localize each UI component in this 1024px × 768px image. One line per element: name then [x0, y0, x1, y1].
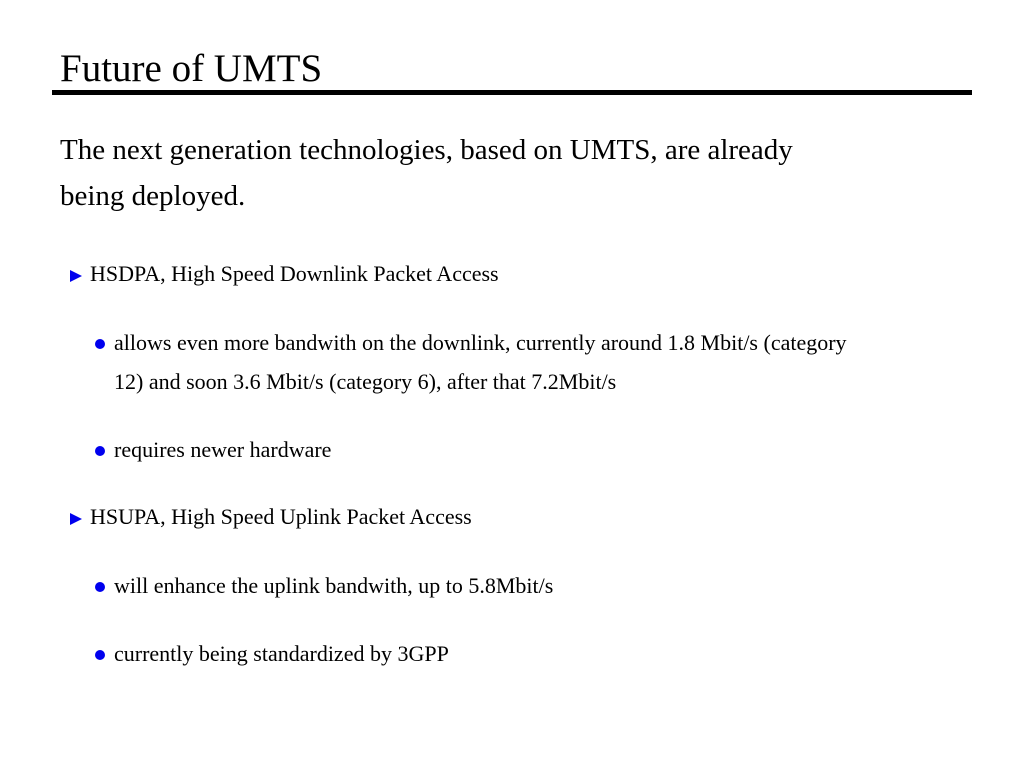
list-item-text: allows even more bandwith on the downlin… [114, 330, 847, 355]
intro-line-2: being deployed. [60, 180, 246, 212]
section-label: HSUPA, High Speed Uplink Packet Access [90, 504, 472, 529]
slide-title: Future of UMTS [60, 47, 323, 90]
dot-bullet-icon [95, 650, 105, 660]
section-hsdpa: HSDPA, High Speed Downlink Packet Access [70, 260, 499, 288]
section-label: HSDPA, High Speed Downlink Packet Access [90, 261, 499, 286]
intro-line-1: The next generation technologies, based … [60, 134, 793, 166]
list-item: allows even more bandwith on the downlin… [95, 323, 847, 401]
dot-bullet-icon [95, 446, 105, 456]
title-rule [52, 90, 972, 95]
section-hsupa: HSUPA, High Speed Uplink Packet Access [70, 503, 472, 531]
list-item-text: requires newer hardware [114, 437, 332, 462]
dot-bullet-icon [95, 582, 105, 592]
dot-bullet-icon [95, 339, 105, 349]
list-item-text-continued: 12) and soon 3.6 Mbit/s (category 6), af… [114, 369, 617, 394]
list-item: requires newer hardware [95, 430, 331, 469]
list-item: currently being standardized by 3GPP [95, 634, 449, 673]
list-item: will enhance the uplink bandwith, up to … [95, 566, 553, 605]
triangle-bullet-icon [70, 513, 82, 525]
list-item-text: will enhance the uplink bandwith, up to … [114, 573, 554, 598]
triangle-bullet-icon [70, 270, 82, 282]
list-item-text: currently being standardized by 3GPP [114, 641, 449, 666]
